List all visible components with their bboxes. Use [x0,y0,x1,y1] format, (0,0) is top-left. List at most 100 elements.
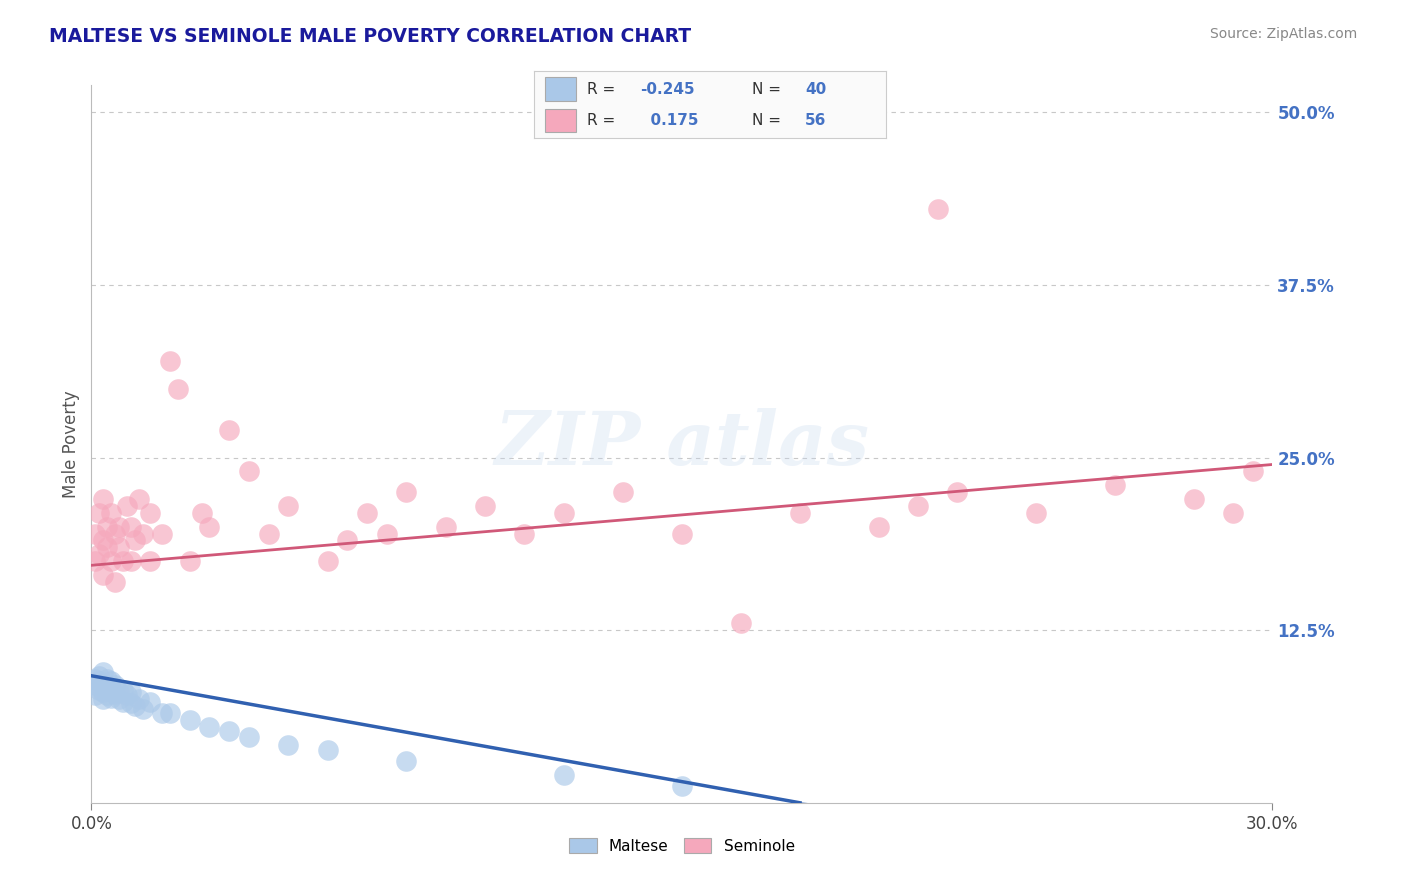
Point [100,682,122,697]
Y-axis label: Male Poverty: Male Poverty [62,390,80,498]
Point [108,519,131,533]
Text: -0.245: -0.245 [640,81,695,96]
Point [89,682,111,697]
Point [159,706,181,720]
Point [89,547,111,561]
Point [111,695,134,709]
Text: R =: R = [588,81,616,96]
Point [277,499,299,513]
Point [91,491,114,506]
Point [159,354,181,368]
Point [108,685,131,699]
Point [553,506,575,520]
Text: 40: 40 [804,81,827,96]
Point [375,526,398,541]
Point [671,779,693,793]
Point [100,674,122,689]
Text: N =: N = [752,113,782,128]
Text: MALTESE VS SEMINOLE MALE POVERTY CORRELATION CHART: MALTESE VS SEMINOLE MALE POVERTY CORRELA… [49,27,692,45]
Point [91,692,114,706]
Point [434,519,457,533]
Point [124,533,146,548]
Point [120,519,142,533]
Point [131,702,153,716]
Point [111,682,134,697]
Legend: Maltese, Seminole: Maltese, Seminole [562,831,801,860]
Point [395,485,418,500]
Point [179,713,201,727]
Point [104,687,127,701]
Point [1222,506,1244,520]
Point [907,499,929,513]
Point [104,678,127,692]
Point [238,730,260,744]
Point [96,519,118,533]
Point [1025,506,1047,520]
Point [128,692,150,706]
Point [868,519,890,533]
Point [91,685,114,699]
Point [218,724,240,739]
Point [84,672,107,686]
Point [238,464,260,478]
Point [316,554,339,568]
Point [198,519,221,533]
Point [1182,491,1205,506]
Point [111,554,134,568]
Point [277,738,299,752]
Point [84,678,107,692]
FancyBboxPatch shape [544,78,576,101]
Point [124,699,146,714]
Point [108,692,131,706]
Point [789,506,811,520]
Point [474,499,496,513]
Point [100,506,122,520]
Point [96,688,118,702]
Point [96,681,118,696]
Point [316,743,339,757]
Point [84,688,107,702]
Point [198,720,221,734]
Point [89,674,111,689]
Point [91,665,114,679]
Point [120,685,142,699]
Point [104,526,127,541]
Point [1104,478,1126,492]
Point [131,526,153,541]
Text: 56: 56 [804,113,827,128]
Point [89,669,111,683]
Point [91,533,114,548]
Text: ZIP atlas: ZIP atlas [495,408,869,480]
Point [336,533,359,548]
Point [91,568,114,582]
Point [218,423,240,437]
Point [120,697,142,711]
Point [84,526,107,541]
Point [730,616,752,631]
Text: 0.175: 0.175 [640,113,699,128]
Point [671,526,693,541]
Point [108,541,131,555]
Point [139,695,162,709]
Point [84,554,107,568]
Point [190,506,212,520]
Text: Source: ZipAtlas.com: Source: ZipAtlas.com [1209,27,1357,41]
Point [167,382,190,396]
Text: R =: R = [588,113,616,128]
Point [150,706,173,720]
Point [139,554,162,568]
Point [96,672,118,686]
Point [104,574,127,589]
Point [356,506,378,520]
Text: N =: N = [752,81,782,96]
Point [128,491,150,506]
Point [513,526,536,541]
Point [612,485,634,500]
Point [395,755,418,769]
Point [89,506,111,520]
Point [115,499,138,513]
Point [179,554,201,568]
Point [139,506,162,520]
Point [1241,464,1264,478]
Point [257,526,280,541]
